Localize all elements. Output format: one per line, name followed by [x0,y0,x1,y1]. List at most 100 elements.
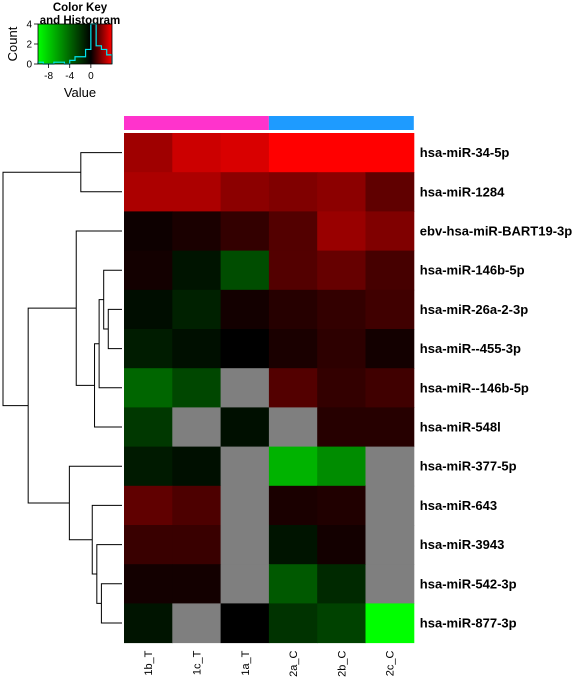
column-group-segment [268,116,414,130]
dendrogram-branch [107,308,122,350]
column-label: 2c_C [385,651,397,677]
row-label: hsa-miR--455-3p [420,341,521,356]
heatmap-cell [124,368,173,408]
heatmap-cell [365,211,415,252]
column-label: 2b_C [336,651,348,677]
row-label: hsa-miR-877-3p [420,616,517,631]
heatmap-cell [317,368,366,408]
heatmap-cell [365,564,415,604]
column-group-segment [124,116,269,130]
heatmap-cell [268,172,318,212]
heatmap-cell [317,329,366,369]
heatmap-cell [317,603,366,644]
color-key: Color Key and Histogram 024 -8 -4 0 Count … [5,2,120,100]
color-key-x-tick-label: -8 [44,71,53,82]
heatmap-cell [268,525,318,565]
column-label: 1c_T [191,650,203,675]
row-label: hsa-miR-3943 [420,537,505,552]
row-label: hsa-miR-1284 [420,184,505,199]
heatmap-cell [172,564,222,604]
heatmap-cell [172,250,222,291]
column-label: 1b_T [143,650,155,675]
color-key-x-tick-label: 0 [88,71,94,82]
heatmap-cell [365,250,415,291]
heatmap-cell [172,603,222,644]
column-group-bar [124,116,414,130]
heatmap-cell [317,407,366,448]
heatmap-cell [172,525,222,565]
column-labels: 1b_T 1c_T 1a_T 2a_C 2b_C 2c_C [143,650,397,677]
dendrogram-branch [80,152,122,193]
heatmap-cell [317,289,366,330]
heatmap-cell [124,133,173,173]
color-key-y-tick-label: 2 [26,40,32,51]
color-key-y-axis: 0 2 4 [26,20,38,71]
heatmap-cell [317,446,366,487]
heatmap-cell [220,603,270,644]
heatmap-cell [172,289,222,330]
heatmap-cell [124,446,173,487]
heatmap-cell [124,172,173,212]
color-key-y-tick-label: 4 [26,20,32,31]
row-labels: hsa-miR-34-5p hsa-miR-1284 ebv-hsa-miR-BAR… [420,145,572,630]
heatmap-cell [317,525,366,565]
heatmap-cell [220,368,270,408]
row-label: hsa-miR-542-3p [420,576,517,591]
heatmap-cell [268,485,318,526]
color-key-x-tick-label: -4 [65,71,74,82]
heatmap-cell [220,172,270,212]
row-label: ebv-hsa-miR-BART19-3p [420,224,572,239]
heatmap-cell [124,564,173,604]
heatmap-cell [124,289,173,330]
heatmap-cell [220,329,270,369]
heatmap-cell [317,564,366,604]
heatmap-cell [124,525,173,565]
heatmap-cell [172,172,222,212]
heatmap-cell [365,407,415,448]
heatmap-cell [220,564,270,604]
heatmap-cell [220,211,270,252]
heatmap-cell [268,289,318,330]
heatmap-cell [365,603,415,644]
heatmap-cell [268,603,318,644]
heatmap-cell [124,211,173,252]
column-label: 2a_C [288,651,300,677]
row-label: hsa-miR--146b-5p [420,380,529,395]
heatmap-cell [124,603,173,644]
heatmap-cell [172,368,222,408]
row-label: hsa-miR-146b-5p [420,263,525,278]
dendrogram-branch [98,299,122,389]
heatmap-cell [172,211,222,252]
heatmap-cell [365,133,415,173]
heatmap-cell [268,329,318,369]
heatmap-cell [172,485,222,526]
dendrogram-branch [2,171,81,407]
column-label: 1a_T [240,650,252,675]
heatmap-cell [220,250,270,291]
heatmap-cell [268,446,318,487]
color-key-xlabel: Value [64,85,96,100]
heatmap-cells [124,133,415,644]
row-label: hsa-miR-548l [420,420,501,435]
dendrogram-branch [94,343,122,428]
heatmap-cell [317,250,366,291]
heatmap-cell [220,133,270,173]
color-key-title-line1: Color Key [53,2,108,14]
heatmap-cell [365,525,415,565]
dendrogram-branch [103,269,122,330]
dendrogram-branch [100,583,122,624]
heatmap-cell [365,485,415,526]
heatmap-cell [220,446,270,487]
row-label: hsa-miR-377-5p [420,459,517,474]
heatmap-cell [220,525,270,565]
heatmap-cell [365,446,415,487]
heatmap-cell [317,211,366,252]
row-label: hsa-miR-26a-2-3p [420,302,528,317]
heatmap-cell [172,329,222,369]
heatmap-cell [220,289,270,330]
heatmap-cell [172,446,222,487]
dendrogram-branch [96,544,122,604]
heatmap-cell [268,407,318,448]
heatmap-cell [317,485,366,526]
